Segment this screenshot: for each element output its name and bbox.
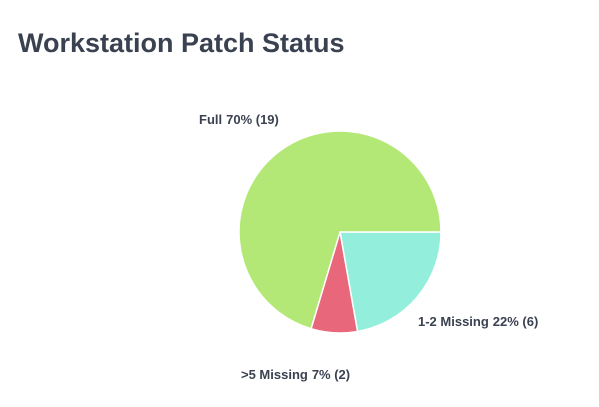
pie-slice (238, 130, 442, 330)
slice-value-label: 7% (2) (312, 367, 350, 382)
slice-category: >5 Missing (241, 367, 308, 382)
slice-value-label: 70% (19) (226, 112, 279, 127)
slice-category: 1-2 Missing (418, 314, 489, 329)
slice-category: Full (199, 112, 222, 127)
pie-slice (339, 231, 442, 333)
slice-label: >5 Missing 7% (2) (241, 367, 350, 382)
slice-label: Full 70% (19) (199, 112, 279, 127)
slice-value-label: 22% (6) (493, 314, 539, 329)
chart-title: Workstation Patch Status (18, 28, 345, 58)
slice-label: 1-2 Missing 22% (6) (418, 314, 538, 329)
